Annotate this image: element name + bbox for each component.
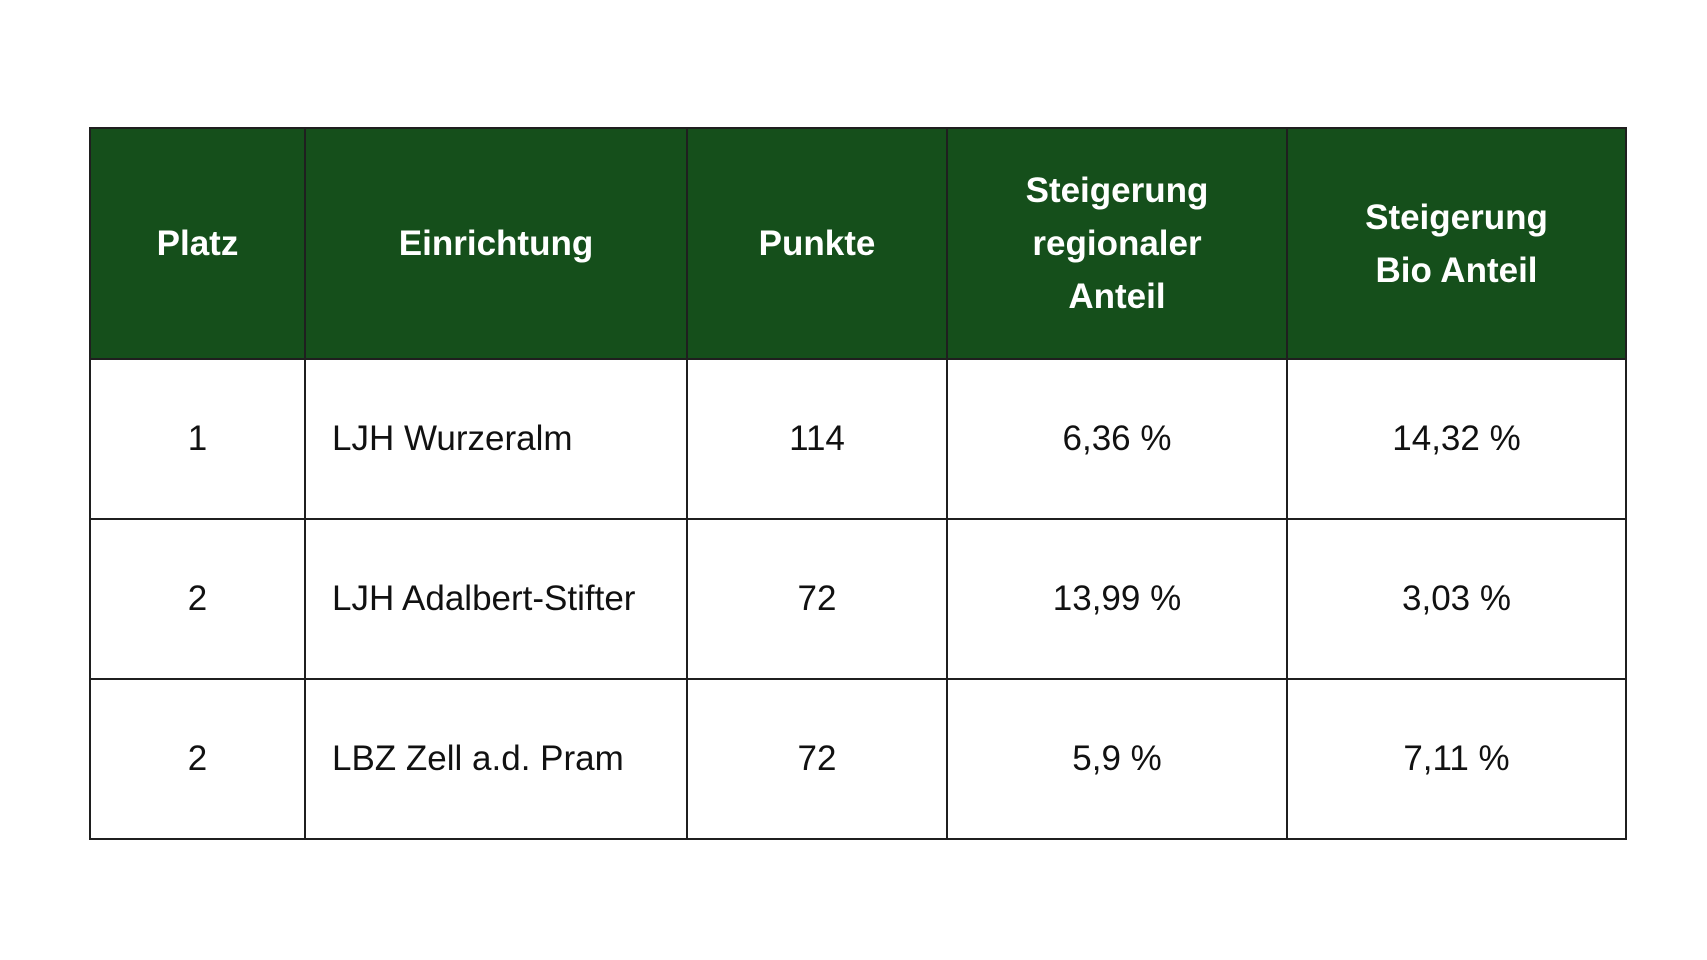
table-row: 2 LJH Adalbert-Stifter 72 13,99 % 3,03 % bbox=[89, 518, 1627, 680]
header-line: Bio Anteil bbox=[1375, 250, 1538, 290]
header-punkte: Punkte bbox=[686, 127, 948, 360]
header-line: Platz bbox=[156, 224, 239, 263]
header-row: Platz Einrichtung Punkte Steigerung regi… bbox=[89, 127, 1627, 360]
cell-einrichtung: LJH Wurzeralm bbox=[304, 358, 688, 520]
ranking-table-container: Platz Einrichtung Punkte Steigerung regi… bbox=[89, 127, 1627, 840]
header-einrichtung: Einrichtung bbox=[304, 127, 688, 360]
table-row: 1 LJH Wurzeralm 114 6,36 % 14,32 % bbox=[89, 358, 1627, 520]
header-line: Steigerung bbox=[1025, 171, 1209, 210]
header-steigerung-regionaler-anteil: Steigerung regionaler Anteil bbox=[946, 127, 1288, 360]
cell-bio-anteil: 14,32 % bbox=[1286, 358, 1627, 520]
header-line: Anteil bbox=[1068, 277, 1166, 316]
header-line: Einrichtung bbox=[398, 224, 594, 263]
header-line: regionaler bbox=[1032, 224, 1202, 263]
cell-platz: 2 bbox=[89, 678, 306, 840]
cell-platz: 1 bbox=[89, 358, 306, 520]
header-steigerung-bio-anteil: Steigerung Bio Anteil bbox=[1286, 127, 1627, 360]
cell-regional-anteil: 13,99 % bbox=[946, 518, 1288, 680]
cell-regional-anteil: 5,9 % bbox=[946, 678, 1288, 840]
cell-regional-anteil: 6,36 % bbox=[946, 358, 1288, 520]
header-line: Steigerung bbox=[1365, 197, 1548, 237]
cell-punkte: 72 bbox=[686, 518, 948, 680]
table-row: 2 LBZ Zell a.d. Pram 72 5,9 % 7,11 % bbox=[89, 678, 1627, 840]
cell-einrichtung: LBZ Zell a.d. Pram bbox=[304, 678, 688, 840]
cell-einrichtung: LJH Adalbert-Stifter bbox=[304, 518, 688, 680]
cell-bio-anteil: 7,11 % bbox=[1286, 678, 1627, 840]
cell-punkte: 114 bbox=[686, 358, 948, 520]
cell-punkte: 72 bbox=[686, 678, 948, 840]
cell-platz: 2 bbox=[89, 518, 306, 680]
header-platz: Platz bbox=[89, 127, 306, 360]
cell-bio-anteil: 3,03 % bbox=[1286, 518, 1627, 680]
ranking-table: Platz Einrichtung Punkte Steigerung regi… bbox=[89, 127, 1627, 840]
header-line: Punkte bbox=[758, 224, 876, 263]
